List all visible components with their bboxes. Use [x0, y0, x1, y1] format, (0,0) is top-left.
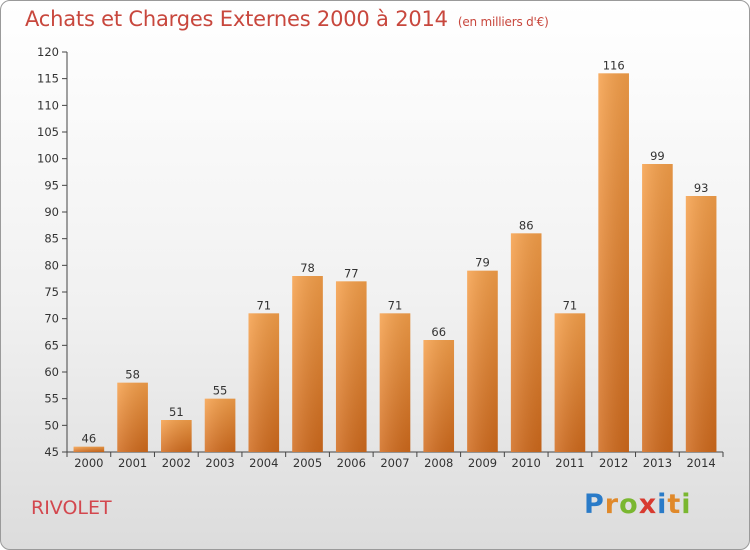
logo-letter: x: [638, 489, 658, 520]
bar-value-label: 86: [519, 218, 534, 232]
y-tick-label: 70: [44, 312, 59, 326]
y-tick-label: 105: [37, 125, 59, 139]
bar-value-label: 93: [694, 181, 709, 195]
chart-title: Achats et Charges Externes 2000 à 2014 (e…: [25, 7, 549, 31]
x-tick-label: 2002: [162, 456, 191, 470]
chart-title-text: Achats et Charges Externes 2000 à 2014: [25, 7, 448, 31]
x-tick-label: 2011: [555, 456, 584, 470]
bar-value-label: 46: [82, 432, 97, 446]
bar-shade: [510, 233, 542, 452]
bar-shade: [204, 398, 236, 452]
y-tick-label: 80: [44, 258, 59, 272]
x-tick-label: 2004: [249, 456, 278, 470]
bar-value-label: 78: [300, 261, 315, 275]
y-tick-label: 75: [44, 285, 59, 299]
y-tick-label: 60: [44, 365, 59, 379]
logo-letter: i: [681, 489, 692, 520]
y-tick-label: 90: [44, 205, 59, 219]
x-tick-label: 2013: [643, 456, 672, 470]
logo-letter: r: [604, 489, 620, 520]
y-tick-label: 50: [44, 418, 59, 432]
logo-letter: P: [584, 489, 605, 520]
y-tick-label: 85: [44, 232, 59, 246]
x-tick-label: 2014: [686, 456, 715, 470]
bar-value-label: 77: [344, 266, 359, 280]
logo-letter: o: [619, 489, 639, 520]
chart-x-ticks: 2000 2001 2002 2003 2004 2005 2006 2007 2008 2009…: [66, 452, 724, 470]
x-tick-label: 2012: [599, 456, 628, 470]
bar-shade: [467, 270, 498, 452]
bar-value-label: 51: [169, 405, 184, 419]
x-tick-label: 2001: [118, 456, 147, 470]
bar-shade: [73, 446, 105, 452]
logo-letter: i: [657, 489, 668, 520]
bar-value-label: 71: [563, 298, 578, 312]
chart-value-labels: 46 58 51 55 71 78 77 71 66 79 86 71 116 99 93: [82, 58, 709, 445]
y-tick-label: 55: [44, 392, 59, 406]
logo-letter: t: [667, 489, 682, 520]
bar-value-label: 55: [213, 384, 228, 398]
bar-value-label: 71: [256, 298, 271, 312]
x-tick-label: 2009: [468, 456, 497, 470]
bar-value-label: 99: [650, 149, 665, 163]
bar-shade: [642, 164, 673, 452]
bar-value-label: 79: [475, 256, 490, 270]
bar-shade: [554, 313, 586, 452]
x-tick-label: 2005: [293, 456, 322, 470]
x-tick-label: 2010: [512, 456, 541, 470]
y-tick-label: 100: [37, 152, 59, 166]
x-tick-label: 2008: [424, 456, 453, 470]
proxiti-logo[interactable]: Proxiti: [584, 489, 692, 520]
x-tick-label: 2006: [337, 456, 366, 470]
chart-subtitle: (en milliers d'€): [457, 15, 549, 29]
bar-value-label: 66: [431, 325, 446, 339]
x-tick-label: 2007: [380, 456, 409, 470]
bar-shade: [423, 340, 455, 452]
bar-shade: [292, 276, 323, 452]
y-tick-label: 120: [37, 45, 59, 59]
y-tick-label: 65: [44, 338, 59, 352]
bar-value-label: 71: [388, 298, 403, 312]
x-tick-label: 2000: [74, 456, 103, 470]
bar-shade: [379, 313, 411, 452]
y-tick-label: 95: [44, 178, 59, 192]
bar-shade: [335, 281, 367, 452]
town-name: RIVOLET: [31, 497, 112, 519]
chart-bars: [73, 73, 717, 452]
bar-shade: [117, 382, 148, 452]
bar-value-label: 116: [603, 58, 625, 72]
y-tick-label: 45: [44, 445, 59, 459]
bar-shade: [248, 313, 280, 452]
x-tick-label: 2003: [205, 456, 234, 470]
bar-value-label: 58: [125, 368, 140, 382]
y-tick-label: 115: [37, 72, 59, 86]
bar-shade: [685, 196, 717, 452]
chart-y-ticks: 45 50 55 60 65 70 75 80 85 90 95 100 105 110 115 120: [37, 45, 67, 459]
bar-shade: [598, 73, 629, 452]
bar-shade: [161, 420, 192, 452]
y-tick-label: 110: [37, 98, 59, 112]
